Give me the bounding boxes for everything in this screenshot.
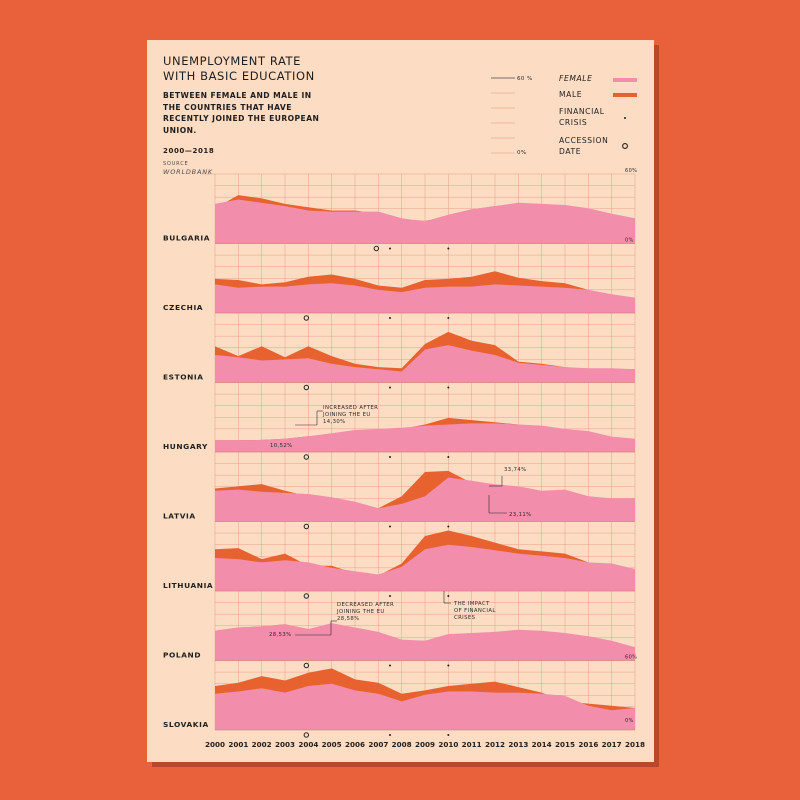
x-tick-label: 2017 [602, 740, 622, 749]
x-tick-label: 2004 [298, 740, 318, 749]
legend-female-swatch [613, 78, 637, 82]
y-tick-bottom-slovakia: 0% [625, 718, 634, 724]
x-tick-label: 2012 [485, 740, 505, 749]
annotation-poland-after: 28,58% [337, 616, 360, 622]
financial-crisis-marker [447, 456, 450, 458]
financial-crisis-marker [447, 734, 450, 736]
legend-accession-ring [622, 143, 628, 149]
x-tick-label: 2010 [438, 740, 458, 749]
title-line-1: UNEMPLOYMENT RATE [163, 54, 302, 68]
annotation-lithuania-1: THE IMPACT [453, 601, 490, 607]
annotation-latvia-high: 33,74% [504, 467, 527, 473]
annotation-hungary-1: INCREASED AFTER [323, 405, 378, 411]
x-tick-label: 2001 [228, 740, 248, 749]
financial-crisis-marker [447, 525, 450, 528]
legend-crisis-dot [624, 117, 626, 119]
country-label-czechia: CZECHIA [163, 303, 203, 312]
x-tick-label: 2005 [322, 740, 342, 749]
x-tick-label: 2006 [345, 740, 365, 749]
annotation-poland-before: 28,53% [269, 632, 292, 638]
chart-canvas: BULGARIA CZECHIA ESTONIA HUNGARY LATVIA LITHU… [163, 76, 645, 749]
legend-crisis: FINANCIAL CRISIS [559, 107, 605, 127]
annotation-hungary-before: 10,52% [270, 443, 293, 449]
title-line-2: WITH BASIC EDUCATION [163, 69, 315, 83]
country-label-estonia: ESTONIA [163, 373, 204, 382]
financial-crisis-marker [389, 525, 391, 528]
x-tick-label: 2015 [555, 740, 575, 749]
x-tick-label: 2003 [275, 740, 295, 749]
source-label: SOURCE [163, 161, 189, 167]
legend-scale-top: 60 % [517, 76, 533, 82]
financial-crisis-marker [447, 664, 450, 667]
female-area-slovakia [215, 683, 635, 730]
financial-crisis-marker [389, 456, 391, 458]
x-tick-label: 2011 [462, 740, 482, 749]
accession-marker [303, 384, 310, 391]
x-tick-label: 2007 [368, 740, 388, 749]
annotation-latvia-low: 23,11% [509, 512, 532, 518]
female-area-bulgaria [215, 199, 635, 244]
female-area-czechia [215, 283, 635, 313]
annotation-poland-2: JOINING THE EU [336, 609, 385, 615]
x-tick-label: 2016 [578, 740, 598, 749]
legend-male-swatch [613, 93, 637, 97]
chart-subtitle: BETWEEN FEMALE AND MALE IN THE COUNTRIES… [163, 91, 320, 135]
y-tick-top-slovakia: 60% [625, 655, 637, 661]
financial-crisis-marker [389, 595, 391, 597]
annotation-lithuania-2: OF FINANCIAL [454, 608, 496, 614]
female-area-latvia [215, 477, 635, 522]
legend-female: FEMALE [559, 74, 593, 83]
accession-marker [303, 315, 310, 321]
female-area-lithuania [215, 544, 635, 591]
accession-marker [303, 662, 310, 669]
poster: UNEMPLOYMENT RATE WITH BASIC EDUCATION B… [147, 40, 654, 762]
financial-crisis-marker [389, 386, 391, 389]
source-value: WORLDBANK [163, 168, 213, 176]
female-area-hungary [215, 423, 635, 452]
country-label-hungary: HUNGARY [163, 442, 208, 451]
financial-crisis-marker [389, 247, 391, 250]
female-area-poland [215, 623, 635, 661]
chart-title: UNEMPLOYMENT RATE WITH BASIC EDUCATION [163, 54, 315, 84]
annotation-hungary-after: 14,30% [323, 419, 346, 425]
country-label-latvia: LATVIA [163, 512, 196, 521]
accession-marker [303, 454, 310, 460]
financial-crisis-marker [389, 664, 391, 667]
country-label-slovakia: SLOVAKIA [163, 720, 209, 729]
x-tick-label: 2018 [625, 740, 645, 749]
financial-crisis-marker [389, 734, 391, 736]
financial-crisis-marker [389, 317, 391, 319]
x-tick-label: 2000 [205, 740, 225, 749]
female-area-estonia [215, 345, 635, 383]
x-tick-label: 2002 [252, 740, 272, 749]
country-label-poland: POLAND [163, 651, 201, 660]
annotation-poland-1: DECREASED AFTER [337, 602, 394, 608]
year-range: 2000—2018 [163, 147, 215, 155]
accession-marker [303, 593, 310, 599]
legend-male: MALE [559, 90, 583, 99]
country-label-lithuania: LITHUANIA [163, 581, 213, 590]
annotation-hungary-2: JOINING THE EU [322, 412, 371, 418]
x-tick-label: 2013 [508, 740, 528, 749]
x-tick-label: 2008 [392, 740, 412, 749]
accession-marker [303, 523, 310, 530]
accession-marker [303, 732, 310, 738]
x-tick-label: 2014 [532, 740, 552, 749]
x-tick-label: 2009 [415, 740, 435, 749]
annotation-lithuania-3: CRISES [454, 615, 476, 621]
y-tick-top: 60% [625, 168, 637, 174]
legend-scale-bottom: 0% [517, 150, 527, 156]
y-tick-bottom: 0% [625, 238, 634, 244]
financial-crisis-marker [447, 386, 450, 389]
accession-marker [373, 245, 380, 252]
country-label-bulgaria: BULGARIA [163, 234, 210, 243]
financial-crisis-marker [447, 317, 450, 319]
financial-crisis-marker [447, 595, 450, 597]
legend-accession: ACCESSION DATE [559, 136, 609, 156]
financial-crisis-marker [447, 247, 450, 250]
